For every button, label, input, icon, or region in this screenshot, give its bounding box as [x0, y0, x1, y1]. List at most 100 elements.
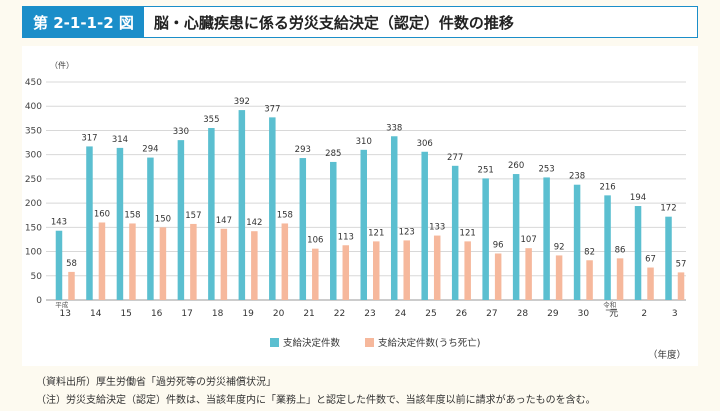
- y-tick-label: 100: [25, 248, 42, 258]
- data-label-total: 377: [264, 104, 280, 114]
- x-tick-label: 22: [334, 309, 345, 319]
- bar-deaths: [251, 231, 258, 300]
- bar-total: [421, 151, 428, 300]
- x-tick-label: 25: [425, 309, 436, 319]
- bar-total: [451, 165, 459, 300]
- x-tick-label: 19: [242, 309, 254, 319]
- data-label-deaths: 133: [429, 223, 445, 233]
- bar-total: [116, 147, 124, 300]
- data-label-deaths: 107: [521, 235, 537, 245]
- x-tick-label: 16: [151, 309, 163, 319]
- bar-deaths: [647, 267, 654, 300]
- x-tick-label: 3: [672, 309, 678, 319]
- data-label-total: 253: [538, 164, 554, 174]
- bar-total: [208, 128, 215, 300]
- x-tick-label: 24: [395, 309, 407, 319]
- figure-header: 第 2-1-1-2 図 脳・心臓疾患に係る労災支給決定（認定）件数の推移: [22, 6, 698, 38]
- data-label-deaths: 150: [155, 214, 171, 224]
- data-label-deaths: 57: [676, 259, 687, 269]
- data-label-deaths: 157: [185, 211, 201, 221]
- era-label-heisei: 平成: [55, 300, 69, 309]
- data-label-deaths: 113: [338, 232, 354, 242]
- bar-deaths: [373, 241, 380, 300]
- data-label-deaths: 58: [66, 259, 77, 269]
- bar-total: [330, 161, 337, 300]
- y-tick-label: 150: [25, 223, 42, 233]
- x-tick-label: 13: [60, 309, 71, 319]
- bar-total: [360, 149, 367, 300]
- x-tick-label: 28: [517, 309, 529, 319]
- x-tick-label: 29: [547, 309, 559, 319]
- era-label-reiwa: 令和: [603, 300, 616, 309]
- bar-total: [390, 136, 398, 300]
- bar-deaths: [281, 223, 289, 300]
- chart-panel: （件） 0 50 100 150 200 250 300 350 400 450 143 58 13 317…: [22, 46, 698, 366]
- bar-total: [86, 146, 93, 300]
- bar-total: [147, 157, 154, 300]
- bar-total: [543, 177, 550, 300]
- x-axis-label: （年度）: [648, 349, 686, 361]
- legend-label-total: 支給決定件数: [283, 337, 341, 349]
- data-label-total: 355: [203, 115, 219, 125]
- data-label-deaths: 142: [246, 218, 262, 228]
- data-label-total: 338: [386, 123, 402, 133]
- data-label-total: 216: [599, 182, 615, 192]
- bar-total: [269, 117, 276, 300]
- data-label-deaths: 82: [584, 247, 595, 257]
- data-label-total: 330: [173, 127, 189, 137]
- y-tick-label: 400: [25, 102, 42, 112]
- data-label-total: 392: [234, 97, 250, 107]
- bar-total: [604, 195, 611, 300]
- bar-total: [573, 184, 581, 300]
- figure-label: 第 2-1-1-2 図: [23, 7, 144, 37]
- bar-deaths: [312, 248, 319, 300]
- data-label-total: 143: [51, 218, 67, 228]
- x-tick-label: 20: [273, 309, 285, 319]
- bar-deaths: [98, 222, 106, 300]
- y-tick-label: 50: [31, 272, 43, 282]
- x-tick-label: 15: [120, 309, 131, 319]
- bar-deaths: [433, 235, 441, 300]
- bar-deaths: [190, 223, 197, 300]
- data-label-total: 314: [112, 135, 128, 145]
- x-tick-label: 27: [486, 309, 497, 319]
- data-label-total: 172: [660, 204, 676, 214]
- data-label-total: 317: [81, 133, 97, 143]
- data-label-deaths: 96: [493, 240, 504, 250]
- figure-title: 脳・心臓疾患に係る労災支給決定（認定）件数の推移: [153, 13, 514, 32]
- bar-total: [665, 216, 672, 300]
- bar-deaths: [677, 272, 685, 300]
- bar-total: [634, 206, 642, 300]
- y-axis-label: （件）: [50, 60, 74, 70]
- x-tick-label: 26: [456, 309, 468, 319]
- legend-swatch-deaths: [365, 338, 374, 347]
- x-tick-label: 18: [212, 309, 224, 319]
- data-label-deaths: 106: [307, 236, 323, 246]
- x-tick-label: 2: [641, 309, 647, 319]
- data-label-deaths: 147: [216, 216, 232, 226]
- data-label-deaths: 86: [615, 245, 626, 255]
- legend-label-deaths: 支給決定件数(うち死亡): [378, 337, 480, 349]
- x-tick-label: 元: [609, 309, 618, 319]
- data-label-total: 260: [508, 161, 524, 171]
- bar-deaths: [403, 240, 410, 300]
- y-tick-label: 250: [25, 175, 42, 185]
- data-label-total: 306: [417, 139, 433, 149]
- data-label-deaths: 121: [368, 228, 384, 238]
- footnote: （注）労災支給決定（認定）件数は、当該年度内に「業務上」と認定した件数で、当該年…: [36, 395, 596, 406]
- bar-deaths: [342, 245, 350, 300]
- data-label-total: 285: [325, 149, 341, 159]
- data-label-total: 277: [447, 153, 463, 163]
- data-label-total: 251: [478, 165, 494, 175]
- bar-deaths: [525, 248, 532, 300]
- bar-deaths: [68, 271, 75, 300]
- data-label-total: 293: [295, 145, 311, 155]
- bar-deaths: [616, 258, 624, 300]
- y-tick-label: 200: [25, 199, 42, 209]
- data-label-deaths: 160: [94, 209, 110, 219]
- bar-total: [55, 230, 63, 300]
- x-tick-label: 14: [90, 309, 102, 319]
- x-tick-label: 21: [303, 309, 314, 319]
- y-tick-label: 350: [25, 126, 42, 136]
- bar-total: [299, 158, 307, 300]
